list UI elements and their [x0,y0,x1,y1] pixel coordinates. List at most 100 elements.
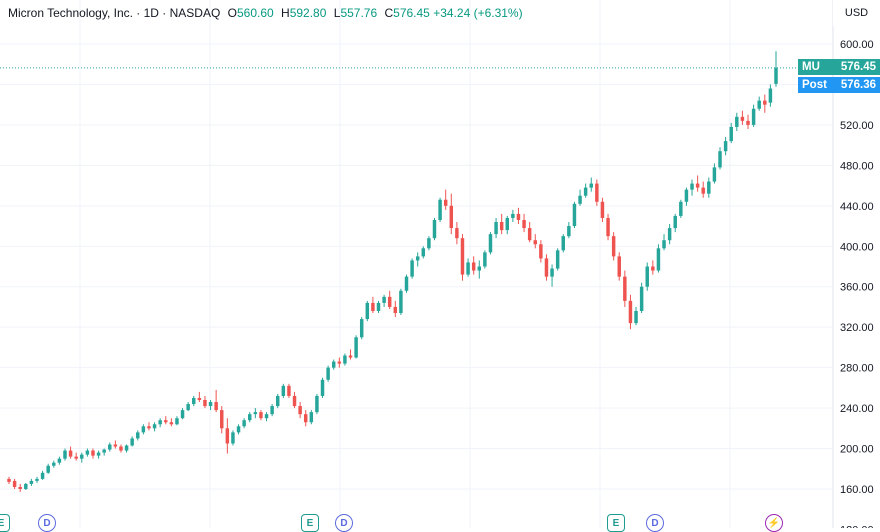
candlestick-series [7,51,778,493]
candle-body [628,300,633,324]
candle-body [348,355,353,358]
earnings-marker[interactable]: E [301,514,319,532]
candle-up [768,84,773,107]
currency-button[interactable]: USD [833,0,880,26]
candle-body [220,410,224,429]
candle-body [113,444,118,447]
candle-up [494,217,498,239]
open-value: 560.60 [236,6,274,20]
candle-body [544,258,549,277]
candle-up [421,246,426,259]
candle-body [623,276,627,301]
candle-up [270,404,274,417]
candle-body [281,385,286,396]
candle-up [130,436,134,447]
candle-up [124,444,129,453]
candle-down [740,110,745,125]
candle-body [130,438,134,446]
price-tick-label: 520.00 [840,120,874,132]
candle-body [225,428,230,444]
candle-body [169,422,174,425]
candle-down [746,114,750,129]
candle-down [695,175,700,192]
candle-body [768,88,773,103]
candle-down [74,452,78,461]
dividend-marker[interactable]: D [38,514,56,532]
candle-down [499,213,504,235]
candle-body [292,395,297,407]
candle-up [712,163,717,184]
candle-body [63,450,67,459]
candle-body [656,248,661,271]
candle-body [253,412,258,415]
post-market-tag: Post 576.36 [798,77,880,93]
chart-grid [0,0,833,528]
candle-down [18,483,22,493]
candle-up [52,460,56,468]
change-value: +34.24 (+6.31%) [433,6,523,20]
candle-up [354,335,358,359]
candle-body [712,167,717,182]
candle-down [387,290,392,309]
candle-up [656,244,661,273]
candle-body [723,141,728,152]
candle-body [303,414,308,423]
candle-body [7,478,11,482]
candle-body [12,480,17,487]
candle-body [192,397,196,405]
candle-down [298,402,302,419]
candle-up [639,282,644,314]
candle-up [141,424,146,435]
price-tick-label: 200.00 [840,444,874,456]
candle-body [735,116,739,127]
candle-body [354,337,358,358]
candle-body [264,414,269,419]
dividend-marker[interactable]: D [335,514,353,532]
candle-up [477,260,482,279]
candle-down [12,478,17,489]
earnings-marker[interactable]: E [607,514,625,532]
candle-body [242,420,246,427]
candle-down [7,476,11,484]
candle-up [511,209,515,222]
candle-body [421,248,426,257]
candle-body [550,268,554,277]
candle-up [208,400,213,411]
candle-body [259,412,263,419]
candle-body [645,266,649,287]
candle-down [522,213,526,233]
price-tick-label: 280.00 [840,363,874,375]
candle-up [690,179,694,196]
candle-body [427,238,431,249]
symbol-title: Micron Technology, Inc. · 1D · NASDAQ [8,6,221,20]
candle-up [723,137,728,156]
candle-body [494,222,498,235]
candle-body [399,290,403,314]
candle-down [539,240,543,263]
candle-body [483,252,487,267]
candle-up [589,177,593,192]
candle-body [275,395,280,407]
candle-up [29,478,34,486]
candle-body [309,412,314,423]
candle-body [539,244,543,259]
candle-body [673,215,677,229]
earnings-marker[interactable]: E [0,514,10,532]
candle-up [320,377,325,398]
candle-body [52,462,56,466]
candle-down [225,418,230,454]
low-label: L [333,6,341,20]
dividend-marker[interactable]: D [646,514,664,532]
candle-down [595,179,599,206]
candle-body [477,266,482,271]
candle-body [415,256,420,261]
candle-body [214,402,218,411]
flash-icon[interactable]: ⚡ [765,514,783,532]
candle-body [337,361,342,364]
candle-up [415,252,420,267]
candle-body [376,302,381,311]
candle-body [505,217,510,231]
candle-down [119,444,123,453]
candle-up [751,104,756,127]
